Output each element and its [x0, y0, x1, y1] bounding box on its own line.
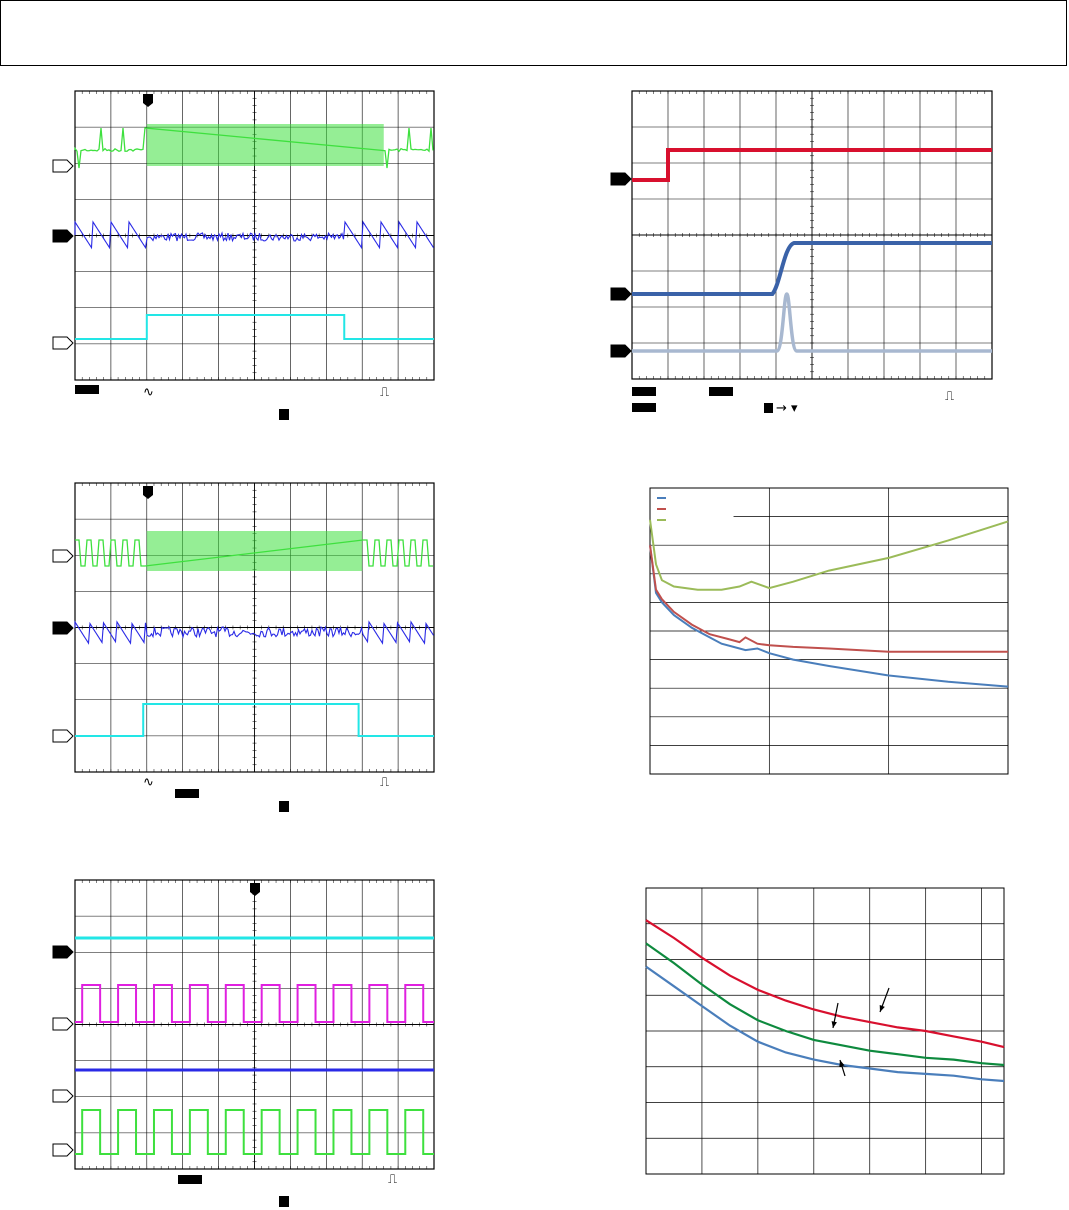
- scope-4-magenta-trace: [75, 984, 434, 1023]
- scope-2-label-box-1: [632, 387, 656, 396]
- scope-2-red-trace: [632, 148, 992, 182]
- scope-1-trigger-symbol-2: ⎍: [380, 385, 389, 400]
- scope-4-ch1-marker: [52, 945, 74, 959]
- graph-2-series-2: [645, 942, 1005, 1067]
- scope-2-trigger-symbol: ⎍: [945, 389, 954, 404]
- scope-2-steel-trace: [632, 241, 992, 296]
- graph-1-series-1: [649, 545, 1009, 688]
- graph-2-arrowhead-1: [879, 1005, 885, 1012]
- scope-3-ch3-marker: [52, 729, 74, 743]
- scope-3-cyan-trace: [75, 703, 434, 737]
- scope-2-ch3-marker: [610, 344, 632, 358]
- graph-2-arrowhead-2: [831, 1021, 837, 1028]
- scope-3-traces: [74, 531, 434, 737]
- scope-4-trigger-symbol: ⎍: [388, 1172, 397, 1187]
- scope-4-ch4-marker: [52, 1143, 74, 1157]
- graph-2-series-3: [645, 965, 1005, 1083]
- scope-3-green-trace: [75, 539, 433, 567]
- graph-1-series-2: [649, 545, 1008, 653]
- scope-1-box-2: [279, 409, 289, 420]
- scope-1-green-burst: [146, 124, 384, 166]
- scope-4-label-box: [178, 1175, 202, 1184]
- scope-2-label-box-3: [632, 403, 656, 412]
- scope-2-arrow-glyphs: → ▾: [776, 401, 798, 416]
- scope-2-ch1-marker: [610, 172, 632, 186]
- scope-4-trigger-marker: [250, 883, 260, 896]
- scope-1-trigger-marker: [143, 94, 153, 107]
- graph-2-series-1: [645, 919, 1005, 1049]
- scope-3-ch1-marker: [52, 549, 74, 563]
- scope-4-ch2-marker: [52, 1017, 74, 1031]
- graph-2-plot: [645, 887, 1005, 1175]
- scope-3-trigger-symbol-2: ⎍: [380, 775, 389, 790]
- scope-2-traces: [632, 148, 992, 353]
- graph-1-series-3: [649, 519, 1009, 591]
- scope-4-plot: [74, 879, 435, 1170]
- scope-3-trigger-symbol-1: ∿: [143, 775, 154, 790]
- scope-3-ch2-marker: [52, 621, 74, 635]
- scope-4-traces: [75, 936, 434, 1155]
- scope-1-ch3-marker: [52, 336, 74, 350]
- scope-1-trigger-symbol-1: ∿: [143, 385, 154, 400]
- scope-1-cyan-trace: [75, 314, 434, 340]
- scope-2-plot: [631, 90, 993, 380]
- scope-1-ch1-marker: [52, 159, 74, 173]
- scope-1-traces: [74, 124, 434, 340]
- scope-3-box-2: [279, 801, 289, 812]
- scope-3-green-burst: [146, 531, 363, 571]
- scope-1-ch2-marker: [52, 229, 74, 243]
- scope-2-label-box-2: [709, 387, 733, 396]
- graph-1-plot: [649, 487, 1009, 775]
- scope-4-box-2: [279, 1196, 289, 1207]
- scope-3-trigger-marker: [143, 486, 153, 499]
- scope-2-light-trace: [632, 292, 992, 353]
- scope-4-ch3-marker: [52, 1089, 74, 1103]
- scope-1-green-trace: [74, 127, 434, 169]
- graph-2-arrowhead-3: [839, 1060, 845, 1067]
- scope-2-ch2-marker: [610, 287, 632, 301]
- scope-3-plot: [74, 482, 435, 773]
- scope-1-label-box: [75, 385, 99, 394]
- scope-3-label-box: [175, 789, 199, 798]
- scope-3-blue-trace: [74, 620, 434, 645]
- scope-4-green-trace: [75, 1109, 434, 1155]
- scope-2-box-4: [764, 403, 773, 413]
- scope-1-blue-trace: [74, 220, 434, 250]
- page-header-box: [0, 0, 1067, 66]
